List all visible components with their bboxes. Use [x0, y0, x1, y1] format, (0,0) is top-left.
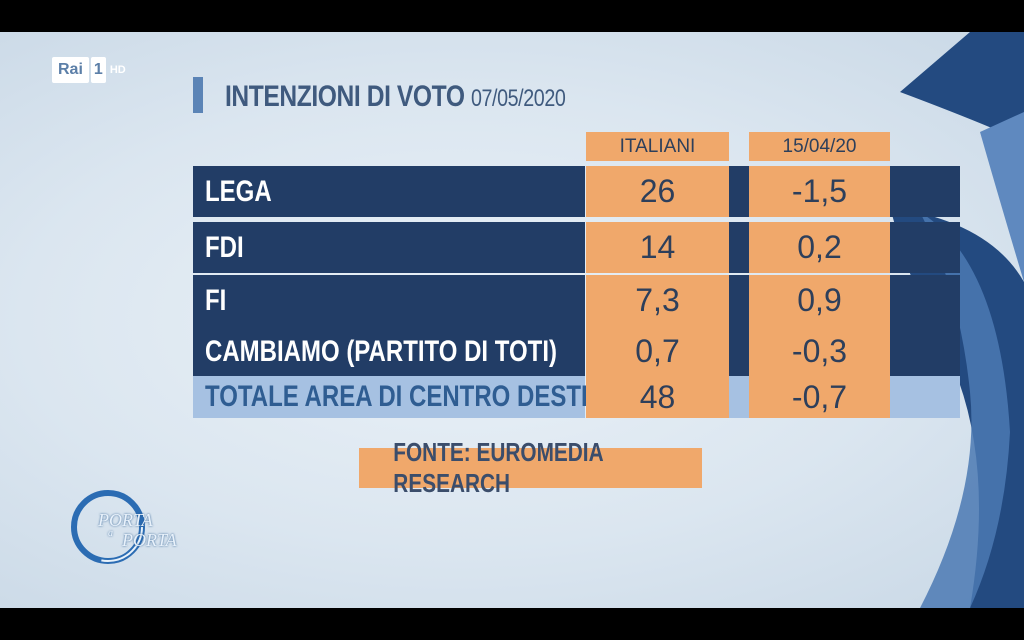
party-label: CAMBIAMO (PARTITO DI TOTI) [193, 326, 585, 377]
chart-title-date: 07/05/2020 [470, 85, 566, 112]
row-gap [729, 275, 749, 326]
show-logo: PORTA PORTA a [68, 484, 178, 570]
column-header-italiani: ITALIANI [586, 132, 729, 161]
row-tail [890, 275, 960, 326]
party-label: FI [193, 275, 585, 326]
value-italiani: 7,3 [586, 275, 729, 326]
row-tail [890, 222, 960, 273]
value-change: -1,5 [749, 166, 890, 217]
value-change: 0,9 [749, 275, 890, 326]
row-tail [890, 326, 960, 377]
show-logo-line1: PORTA [98, 510, 153, 530]
row-tail [890, 376, 960, 418]
row-gap [729, 166, 749, 217]
value-italiani: 14 [586, 222, 729, 273]
value-change: 0,2 [749, 222, 890, 273]
title-accent-bar [193, 77, 203, 113]
source-label: FONTE: EUROMEDIA RESEARCH [359, 437, 702, 498]
row-gap [729, 326, 749, 377]
column-header-change: 15/04/20 [749, 132, 890, 161]
value-italiani: 48 [586, 376, 729, 418]
channel-name: Rai [52, 57, 89, 83]
show-logo-connector: a [108, 528, 113, 539]
party-label: FDI [193, 222, 585, 273]
row-gap [729, 222, 749, 273]
channel-number: 1 [90, 57, 106, 83]
value-italiani: 26 [586, 166, 729, 217]
total-label: TOTALE AREA DI CENTRO DESTRA [193, 376, 616, 418]
value-change: -0,7 [749, 376, 890, 418]
channel-logo: Rai 1 HD [52, 56, 126, 84]
broadcast-graphic: Rai 1 HD INTENZIONI DI VOTO 07/05/2020 I… [0, 32, 1024, 608]
show-logo-ring-icon [71, 490, 145, 564]
value-italiani: 0,7 [586, 326, 729, 377]
chart-title: INTENZIONI DI VOTO 07/05/2020 [225, 80, 566, 114]
row-tail [890, 166, 960, 217]
chart-title-text: INTENZIONI DI VOTO [225, 80, 465, 113]
row-gap [729, 376, 749, 418]
value-change: -0,3 [749, 326, 890, 377]
channel-quality: HD [109, 64, 126, 76]
party-label: LEGA [193, 166, 585, 217]
show-logo-line2: PORTA [122, 530, 177, 550]
